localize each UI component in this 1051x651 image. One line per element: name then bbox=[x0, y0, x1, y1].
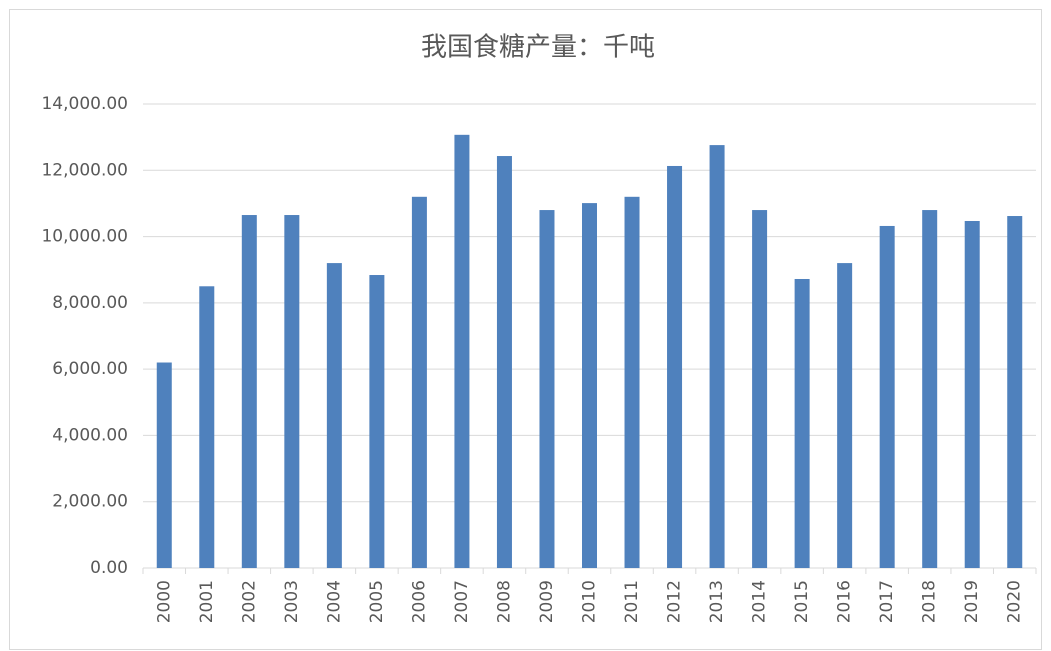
bar bbox=[496, 156, 512, 568]
bar bbox=[582, 203, 597, 568]
bar bbox=[156, 362, 172, 568]
x-tick-label: 2007 bbox=[452, 580, 472, 623]
y-tick-label: 6,000.00 bbox=[52, 359, 128, 379]
x-tick-label: 2005 bbox=[367, 580, 387, 623]
bar bbox=[539, 210, 555, 569]
x-tick-label: 2002 bbox=[239, 580, 259, 623]
x-tick-label: 2019 bbox=[962, 580, 982, 623]
y-tick-label: 4,000.00 bbox=[52, 425, 128, 445]
bar bbox=[1007, 216, 1023, 568]
x-tick-label: 2015 bbox=[792, 580, 812, 623]
bar bbox=[667, 165, 683, 568]
y-tick-label: 12,000.00 bbox=[41, 160, 128, 180]
x-tick-label: 2006 bbox=[409, 580, 429, 623]
x-tick-label: 2018 bbox=[920, 580, 940, 623]
x-tick-label: 2000 bbox=[154, 580, 174, 623]
x-tick-label: 2013 bbox=[707, 580, 727, 623]
x-tick-label: 2020 bbox=[1005, 580, 1025, 623]
y-tick-label: 2,000.00 bbox=[52, 492, 128, 512]
bar bbox=[879, 225, 895, 569]
bar bbox=[794, 278, 810, 568]
bar bbox=[964, 220, 980, 568]
x-tick-label: 2012 bbox=[665, 580, 685, 623]
x-tick-label: 2004 bbox=[324, 580, 344, 623]
bar bbox=[454, 134, 470, 568]
bar bbox=[709, 145, 725, 568]
x-tick-label: 2009 bbox=[537, 580, 557, 623]
bar bbox=[326, 263, 342, 568]
bar bbox=[241, 215, 257, 568]
bar bbox=[284, 215, 300, 568]
x-tick-label: 2014 bbox=[750, 580, 770, 623]
y-tick-label: 0.00 bbox=[90, 558, 128, 578]
chart-title: 我国食糖产量：千吨 bbox=[421, 33, 655, 63]
y-tick-label: 10,000.00 bbox=[41, 227, 128, 247]
bar bbox=[624, 196, 640, 569]
bar bbox=[752, 210, 768, 569]
bar bbox=[369, 275, 385, 568]
y-tick-label: 8,000.00 bbox=[52, 293, 128, 313]
x-tick-label: 2016 bbox=[835, 580, 855, 623]
x-tick-label: 2001 bbox=[197, 580, 217, 623]
bar bbox=[922, 210, 938, 569]
x-tick-label: 2008 bbox=[494, 580, 514, 623]
bar bbox=[837, 263, 853, 568]
bar bbox=[411, 196, 427, 569]
x-tick-label: 2003 bbox=[282, 580, 302, 623]
bar bbox=[199, 286, 215, 568]
chart-frame bbox=[9, 9, 1042, 650]
x-tick-label: 2010 bbox=[580, 580, 600, 623]
y-tick-label: 14,000.00 bbox=[41, 94, 128, 114]
x-tick-label: 2017 bbox=[877, 580, 897, 623]
x-tick-label: 2011 bbox=[622, 580, 642, 623]
